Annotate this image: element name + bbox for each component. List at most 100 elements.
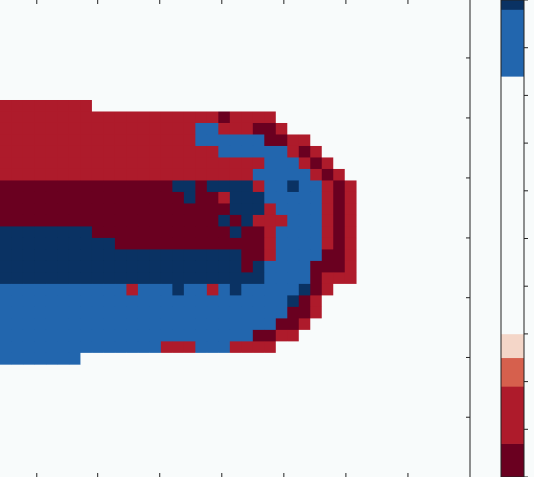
heatmap-cell: [310, 145, 323, 158]
heatmap-cell: [241, 352, 254, 365]
heatmap-cell: [229, 111, 242, 124]
heatmap-cell: [183, 203, 196, 216]
heatmap-cell: [45, 272, 58, 285]
heatmap-cell: [114, 203, 127, 216]
heatmap-cell: [11, 272, 24, 285]
heatmap-cell: [287, 180, 300, 193]
heatmap-cell: [103, 180, 116, 193]
heatmap-cell: [275, 283, 288, 296]
heatmap-cell: [137, 249, 150, 262]
heatmap-cell: [252, 203, 265, 216]
heatmap-cell: [218, 111, 231, 124]
heatmap-cell: [241, 180, 254, 193]
colorbar-segment: [501, 9, 524, 77]
heatmap-cell: [0, 191, 12, 204]
heatmap-cell: [321, 157, 334, 170]
heatmap-cell: [229, 168, 242, 181]
heatmap-cell: [103, 318, 116, 331]
heatmap-cell: [310, 214, 323, 227]
heatmap-cell: [160, 168, 173, 181]
heatmap-cell: [57, 249, 70, 262]
heatmap-cell: [160, 203, 173, 216]
heatmap-cell: [80, 157, 93, 170]
heatmap-cell: [68, 111, 81, 124]
heatmap-cell: [160, 329, 173, 342]
heatmap-cell: [68, 134, 81, 147]
heatmap-cell: [0, 249, 12, 262]
heatmap-cell: [11, 318, 24, 331]
heatmap-cell: [45, 295, 58, 308]
heatmap-cell: [333, 306, 346, 319]
heatmap-cell: [218, 352, 231, 365]
heatmap-cell: [11, 157, 24, 170]
heatmap-cell: [91, 134, 104, 147]
heatmap-cell: [344, 111, 357, 124]
heatmap-cell: [287, 272, 300, 285]
heatmap-cell: [183, 283, 196, 296]
heatmap-cell: [241, 249, 254, 262]
heatmap-cell: [34, 203, 47, 216]
heatmap-cell: [206, 249, 219, 262]
heatmap-cell: [68, 180, 81, 193]
heatmap-cell: [321, 214, 334, 227]
heatmap-cell: [126, 122, 139, 135]
heatmap-cell: [114, 226, 127, 239]
heatmap-cell: [137, 318, 150, 331]
heatmap-cell: [310, 122, 323, 135]
heatmap-cell: [344, 283, 357, 296]
heatmap-cell: [91, 249, 104, 262]
heatmap-cell: [11, 134, 24, 147]
heatmap-cell: [298, 283, 311, 296]
heatmap-cell: [91, 237, 104, 250]
heatmap-cell: [229, 191, 242, 204]
heatmap-cell: [241, 272, 254, 285]
heatmap-cell: [218, 180, 231, 193]
heatmap-cell: [321, 237, 334, 250]
heatmap-cell: [287, 134, 300, 147]
heatmap-cell: [321, 341, 334, 354]
heatmap-cell: [321, 122, 334, 135]
heatmap-cell: [252, 260, 265, 273]
heatmap-cell: [333, 168, 346, 181]
heatmap-cell: [149, 145, 162, 158]
heatmap-cell: [264, 99, 277, 112]
heatmap-cell: [206, 283, 219, 296]
colorbar-segment: [501, 333, 524, 359]
heatmap-cell: [333, 157, 346, 170]
heatmap-cell: [137, 260, 150, 273]
heatmap-cell: [321, 249, 334, 262]
heatmap-cell: [229, 122, 242, 135]
heatmap-cell: [45, 237, 58, 250]
heatmap-cell: [241, 306, 254, 319]
heatmap-cell: [34, 111, 47, 124]
heatmap-cell: [229, 272, 242, 285]
heatmap-cell: [114, 341, 127, 354]
heatmap-cell: [287, 145, 300, 158]
heatmap-cell: [137, 283, 150, 296]
heatmap-cell: [310, 168, 323, 181]
heatmap-cell: [103, 272, 116, 285]
heatmap-cell: [68, 249, 81, 262]
heatmap-cell: [149, 122, 162, 135]
heatmap-cell: [206, 191, 219, 204]
heatmap-cell: [264, 341, 277, 354]
heatmap-cell: [218, 99, 231, 112]
heatmap-cell: [206, 122, 219, 135]
heatmap-cell: [218, 306, 231, 319]
heatmap-cell: [137, 341, 150, 354]
heatmap-cell: [22, 203, 35, 216]
heatmap-cell: [241, 191, 254, 204]
heatmap-cell: [183, 168, 196, 181]
heatmap-cell: [241, 214, 254, 227]
heatmap-cell: [206, 180, 219, 193]
heatmap-cell: [22, 237, 35, 250]
heatmap-cell: [160, 191, 173, 204]
heatmap-cell: [149, 99, 162, 112]
heatmap-cell: [229, 203, 242, 216]
heatmap-cell: [126, 157, 139, 170]
heatmap-cell: [114, 237, 127, 250]
heatmap-cell: [183, 214, 196, 227]
heatmap-cell: [91, 260, 104, 273]
heatmap-cell: [137, 157, 150, 170]
heatmap-cell: [80, 145, 93, 158]
